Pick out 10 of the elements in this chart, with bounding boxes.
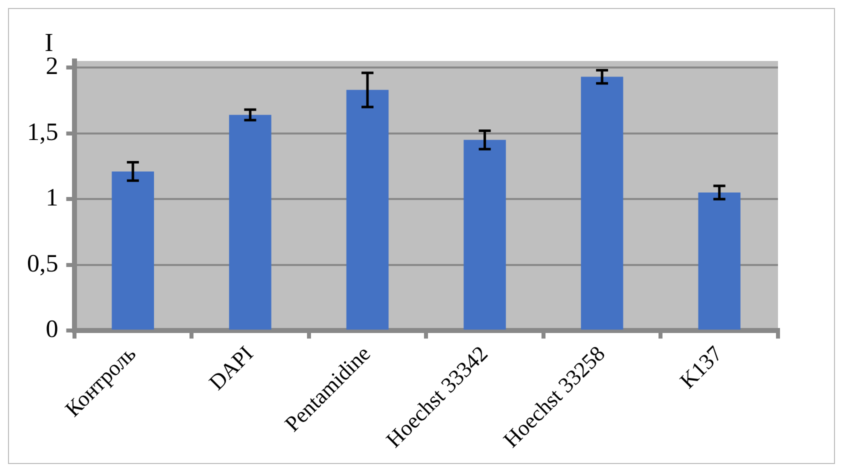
bar [346,90,389,330]
bar [464,140,506,330]
bar [580,76,624,330]
bar [229,114,272,330]
y-tick-label: 0 [46,316,58,344]
y-tick-label: 0,5 [27,250,58,278]
y-tick-label: 1,5 [27,118,58,146]
y-tick-label: 1 [46,184,58,212]
bar [112,171,154,330]
bar [698,192,740,330]
